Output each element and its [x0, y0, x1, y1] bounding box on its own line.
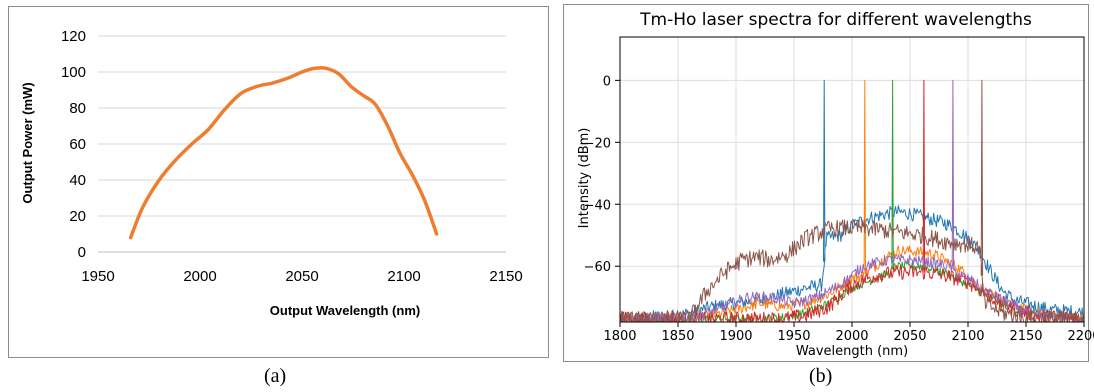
chart-a-x-tick-label: 2100 [387, 268, 420, 285]
chart-b-x-ticks: 1800 1850 1900 1950 2000 2050 2100 2150 2200 [603, 322, 1094, 344]
chart-b-series [619, 79, 1084, 323]
chart-b-title: Tm-Ho laser spectra for different wavele… [639, 10, 1032, 30]
chart-b-y-axis-label: Intensity (dBm) [577, 128, 592, 229]
chart-a-series-line [128, 66, 439, 240]
chart-a-series [128, 66, 439, 240]
caption-a: (a) [264, 365, 287, 387]
chart-b-x-tick-label: 1800 [603, 329, 636, 344]
chart-b-x-tick-label: 2150 [1009, 329, 1042, 344]
chart-a-x-tick-label: 2150 [489, 268, 522, 285]
chart-a-y-tick-label: 0 [78, 244, 86, 261]
chart-b: Tm-Ho laser spectra for different wavele… [577, 10, 1094, 359]
chart-a-y-tick-label: 80 [69, 100, 86, 117]
chart-b-x-tick-label: 2100 [951, 329, 984, 344]
chart-b-x-tick-label: 1850 [661, 329, 694, 344]
chart-b-x-tick-label: 1950 [777, 329, 810, 344]
chart-b-y-tick-label: −20 [584, 136, 611, 151]
chart-b-y-tick-label: −40 [584, 198, 611, 213]
chart-a-gridlines [98, 35, 506, 253]
chart-a-y-tick-label: 100 [61, 64, 86, 81]
chart-a-frame [8, 6, 549, 358]
chart-b-y-tick-label: −60 [584, 260, 611, 275]
chart-b-y-ticks: 0 −20 −40 −60 [584, 74, 620, 275]
chart-a-x-tick-label: 2000 [183, 268, 216, 285]
chart-b-x-tick-label: 2200 [1067, 329, 1094, 344]
chart-a-y-ticks: 0 20 40 60 80 100 120 [61, 28, 86, 261]
chart-b-x-tick-label: 1900 [719, 329, 752, 344]
caption-b: (b) [809, 365, 833, 387]
chart-a-y-tick-label: 40 [69, 172, 86, 189]
chart-a-x-ticks: 1950 2000 2050 2100 2150 [81, 268, 522, 285]
chart-b-x-tick-label: 2050 [893, 329, 926, 344]
chart-a-x-axis-label: Output Wavelength (nm) [270, 303, 420, 318]
chart-b-series-5-line [619, 79, 1084, 323]
chart-b-x-tick-label: 2000 [835, 329, 868, 344]
chart-b-y-tick-label: 0 [603, 74, 611, 89]
chart-a-x-tick-label: 2050 [285, 268, 318, 285]
chart-a: 0 20 40 60 80 100 120 1950 2000 2050 2100 2150 Out… [20, 28, 523, 318]
chart-b-x-axis-label: Wavelength (nm) [796, 344, 908, 359]
chart-a-y-tick-label: 120 [61, 28, 86, 45]
chart-a-y-axis-label: Output Power (mW) [20, 82, 35, 203]
chart-a-y-tick-label: 60 [69, 136, 86, 153]
chart-a-x-tick-label: 1950 [81, 268, 114, 285]
chart-b-series-6-line [619, 79, 1084, 323]
chart-a-y-tick-label: 20 [69, 208, 86, 225]
